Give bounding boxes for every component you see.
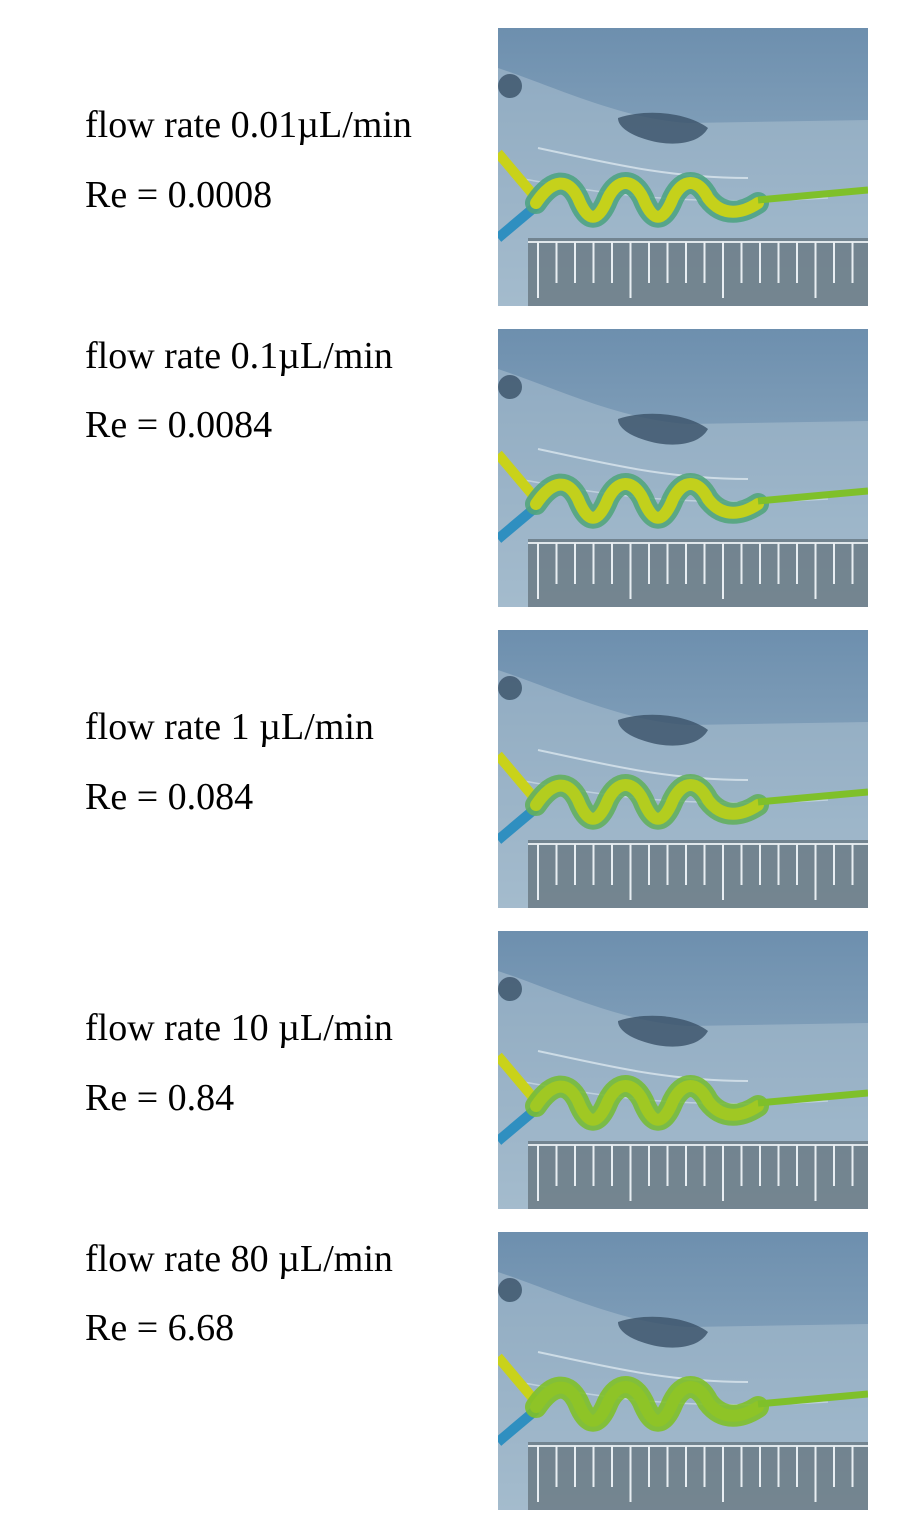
flow-rate-label-2: flow rate 0.1µL/min [85,335,393,377]
dark-blob [618,112,708,144]
dark-spot [498,977,522,1001]
dark-spot [498,1278,522,1302]
ruler [528,1442,868,1510]
dark-spot [498,375,522,399]
mixer-photo-1 [498,28,868,306]
outlet-channel [757,788,868,806]
glare-streak [537,448,749,480]
reynolds-label-3: Re = 0.084 [85,776,254,818]
outlet-channel [757,487,868,505]
outlet-channel [757,1089,868,1107]
reynolds-label-2: Re = 0.0084 [85,404,273,446]
yellow-inlet [498,149,540,202]
yellow-inlet [498,1052,540,1105]
serpentine-channel-upper [530,1381,764,1427]
dark-spot [498,676,522,700]
glare-streak [537,1050,749,1082]
ruler [528,840,868,908]
mixer-photo-3 [498,630,868,908]
dark-blob [618,1316,708,1348]
mixer-photo-5 [498,1232,868,1510]
yellow-inlet [498,1353,540,1406]
ruler [528,238,868,306]
dark-blob [618,413,708,445]
reynolds-label-5: Re = 6.68 [85,1307,235,1349]
dark-blob [618,1015,708,1047]
flow-rate-label-4: flow rate 10 µL/min [85,1007,393,1049]
serpentine-channel-upper [530,177,764,223]
flow-rate-label-1: flow rate 0.01µL/min [85,104,412,146]
ruler [528,539,868,607]
dark-spot [498,74,522,98]
mixer-photo-4 [498,931,868,1209]
ruler [528,1141,868,1209]
glare-streak [537,1351,749,1383]
serpentine-channel-upper [530,779,764,825]
outlet-channel [757,186,868,204]
reynolds-label-1: Re = 0.0008 [85,174,273,216]
reynolds-label-4: Re = 0.84 [85,1077,235,1119]
outlet-channel [757,1390,868,1408]
yellow-inlet [498,450,540,503]
mixer-photo-2 [498,329,868,607]
glare-streak [537,749,749,781]
dark-blob [618,714,708,746]
glare-streak [537,147,749,179]
yellow-inlet [498,751,540,804]
serpentine-channel-upper [530,1080,764,1126]
flow-rate-label-3: flow rate 1 µL/min [85,706,374,748]
serpentine-channel-upper [530,478,764,524]
flow-rate-label-5: flow rate 80 µL/min [85,1238,393,1280]
